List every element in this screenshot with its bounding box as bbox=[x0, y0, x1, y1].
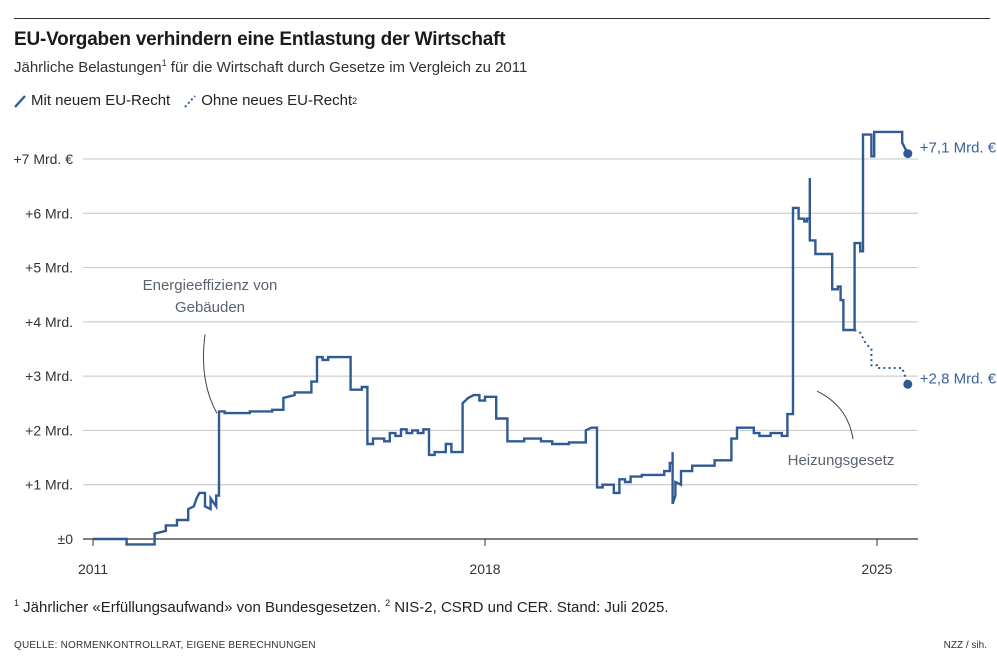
x-axis: 2011 2018 2025 bbox=[78, 539, 893, 577]
source-note: QUELLE: NORMENKONTROLLRAT, EIGENE BERECH… bbox=[14, 640, 316, 651]
y-tick-label: +2 Mrd. bbox=[25, 422, 73, 438]
annotation-leader bbox=[203, 334, 218, 414]
solid-line-icon bbox=[14, 94, 26, 108]
y-tick-label: +3 Mrd. bbox=[25, 368, 73, 384]
series-end-dot bbox=[903, 379, 913, 389]
series-end-label: +7,1 Mrd. € bbox=[920, 140, 997, 157]
subtitle-footnote-mark: 1 bbox=[161, 58, 167, 68]
chart-subtitle: Jährliche Belastungen1 für die Wirtschaf… bbox=[14, 58, 527, 76]
y-tick-label: +6 Mrd. bbox=[25, 205, 73, 221]
footnote-text-b: NIS-2, CSRD und CER. Stand: Juli 2025. bbox=[390, 599, 669, 616]
y-tick-label: +1 Mrd. bbox=[25, 477, 73, 493]
grid-lines bbox=[83, 158, 918, 540]
y-tick-label: ±0 bbox=[58, 531, 74, 547]
annotation-label: Heizungsgesetz bbox=[788, 452, 895, 469]
series-end-dot bbox=[903, 149, 913, 159]
legend-dotted-label: Ohne neues EU-Recht bbox=[201, 92, 353, 109]
top-rule bbox=[14, 18, 990, 19]
legend-item-solid: Mit neuem EU-Recht bbox=[14, 92, 170, 109]
annotations: Energieeffizienz von Gebäuden Heizungsgese… bbox=[143, 277, 895, 469]
legend-footnote-mark: 2 bbox=[352, 95, 358, 106]
chart-title: EU-Vorgaben verhindern eine Entlastung d… bbox=[14, 29, 506, 50]
x-tick-label: 2018 bbox=[469, 561, 500, 577]
y-tick-label: +4 Mrd. bbox=[25, 314, 73, 330]
series-line-with-eu bbox=[93, 130, 909, 546]
legend-item-dotted: Ohne neues EU-Recht 2 bbox=[184, 92, 357, 109]
y-axis-labels: ±0 +1 Mrd. +2 Mrd. +3 Mrd. +4 Mrd. +5 Mrd. +6 … bbox=[13, 151, 73, 547]
x-tick-label: 2025 bbox=[861, 561, 892, 577]
footnote: 1 Jährlicher «Erfüllungsaufwand» von Bun… bbox=[14, 598, 669, 616]
annotation-label: Energieeffizienz von bbox=[143, 277, 278, 294]
series-lines: +7,1 Mrd. € +2,8 Mrd. € bbox=[93, 130, 997, 546]
footnote-mark-2: 2 bbox=[385, 598, 391, 608]
legend-solid-label: Mit neuem EU-Recht bbox=[31, 92, 171, 109]
series-end-label: +2,8 Mrd. € bbox=[920, 370, 997, 387]
footnote-text-a: Jährlicher «Erfüllungsaufwand» von Bunde… bbox=[19, 599, 386, 616]
credit-note: NZZ / sih. bbox=[943, 640, 987, 651]
y-tick-label: +7 Mrd. € bbox=[13, 151, 73, 167]
annotation-label: Gebäuden bbox=[175, 299, 245, 316]
footnote-mark-1: 1 bbox=[14, 598, 20, 608]
x-tick-label: 2011 bbox=[78, 561, 108, 577]
subtitle-text-b: für die Wirtschaft durch Gesetze im Verg… bbox=[166, 59, 528, 76]
subtitle-text-a: Jährliche Belastungen bbox=[14, 59, 162, 76]
y-tick-label: +5 Mrd. bbox=[25, 260, 73, 276]
series-line-without-eu bbox=[854, 329, 909, 385]
chart-legend: Mit neuem EU-Recht Ohne neues EU-Recht 2 bbox=[14, 92, 371, 109]
annotation-leader bbox=[816, 390, 854, 440]
